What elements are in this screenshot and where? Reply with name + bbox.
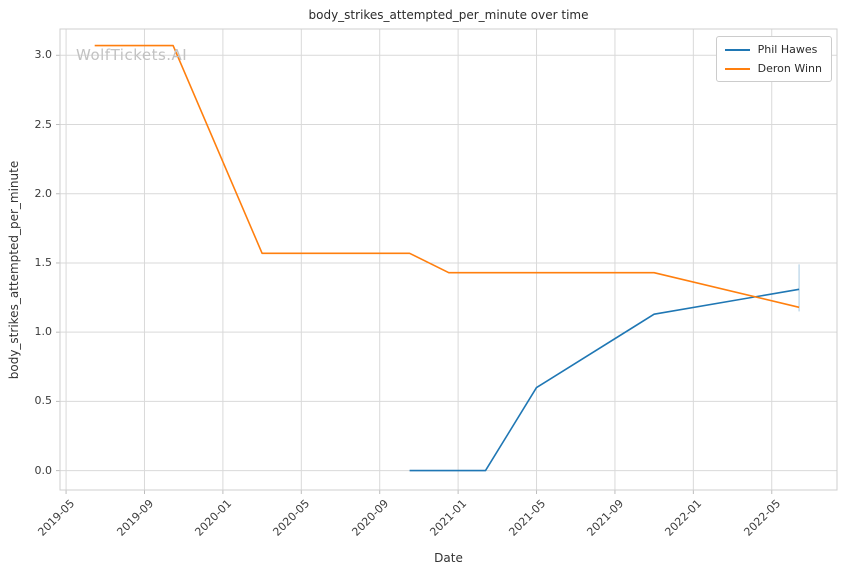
x-axis-label: Date	[434, 551, 463, 565]
legend-line-swatch	[724, 67, 750, 70]
legend: Phil Hawes Deron Winn	[715, 36, 832, 82]
plot-border	[59, 28, 838, 491]
watermark: WolfTickets.AI	[76, 46, 188, 64]
legend-label: Phil Hawes	[757, 43, 818, 56]
y-tick-label: 1.0	[34, 325, 53, 339]
chart-title: body_strikes_attempted_per_minute over t…	[308, 8, 589, 22]
y-tick-label: 1.5	[34, 255, 53, 269]
y-tick-label: 0.0	[34, 463, 53, 477]
legend-label: Deron Winn	[757, 62, 822, 75]
series-line-deron-winn	[94, 44, 800, 309]
y-tick-label: 3.0	[34, 48, 53, 62]
legend-entry-deron-winn: Deron Winn	[724, 62, 822, 75]
legend-entry-phil-hawes: Phil Hawes	[724, 43, 822, 56]
series-line-phil-hawes	[409, 288, 800, 472]
y-tick-label: 0.5	[34, 394, 53, 408]
y-tick-label: 2.0	[34, 186, 53, 200]
y-tick-label: 2.5	[34, 117, 53, 131]
legend-line-swatch	[724, 48, 750, 51]
